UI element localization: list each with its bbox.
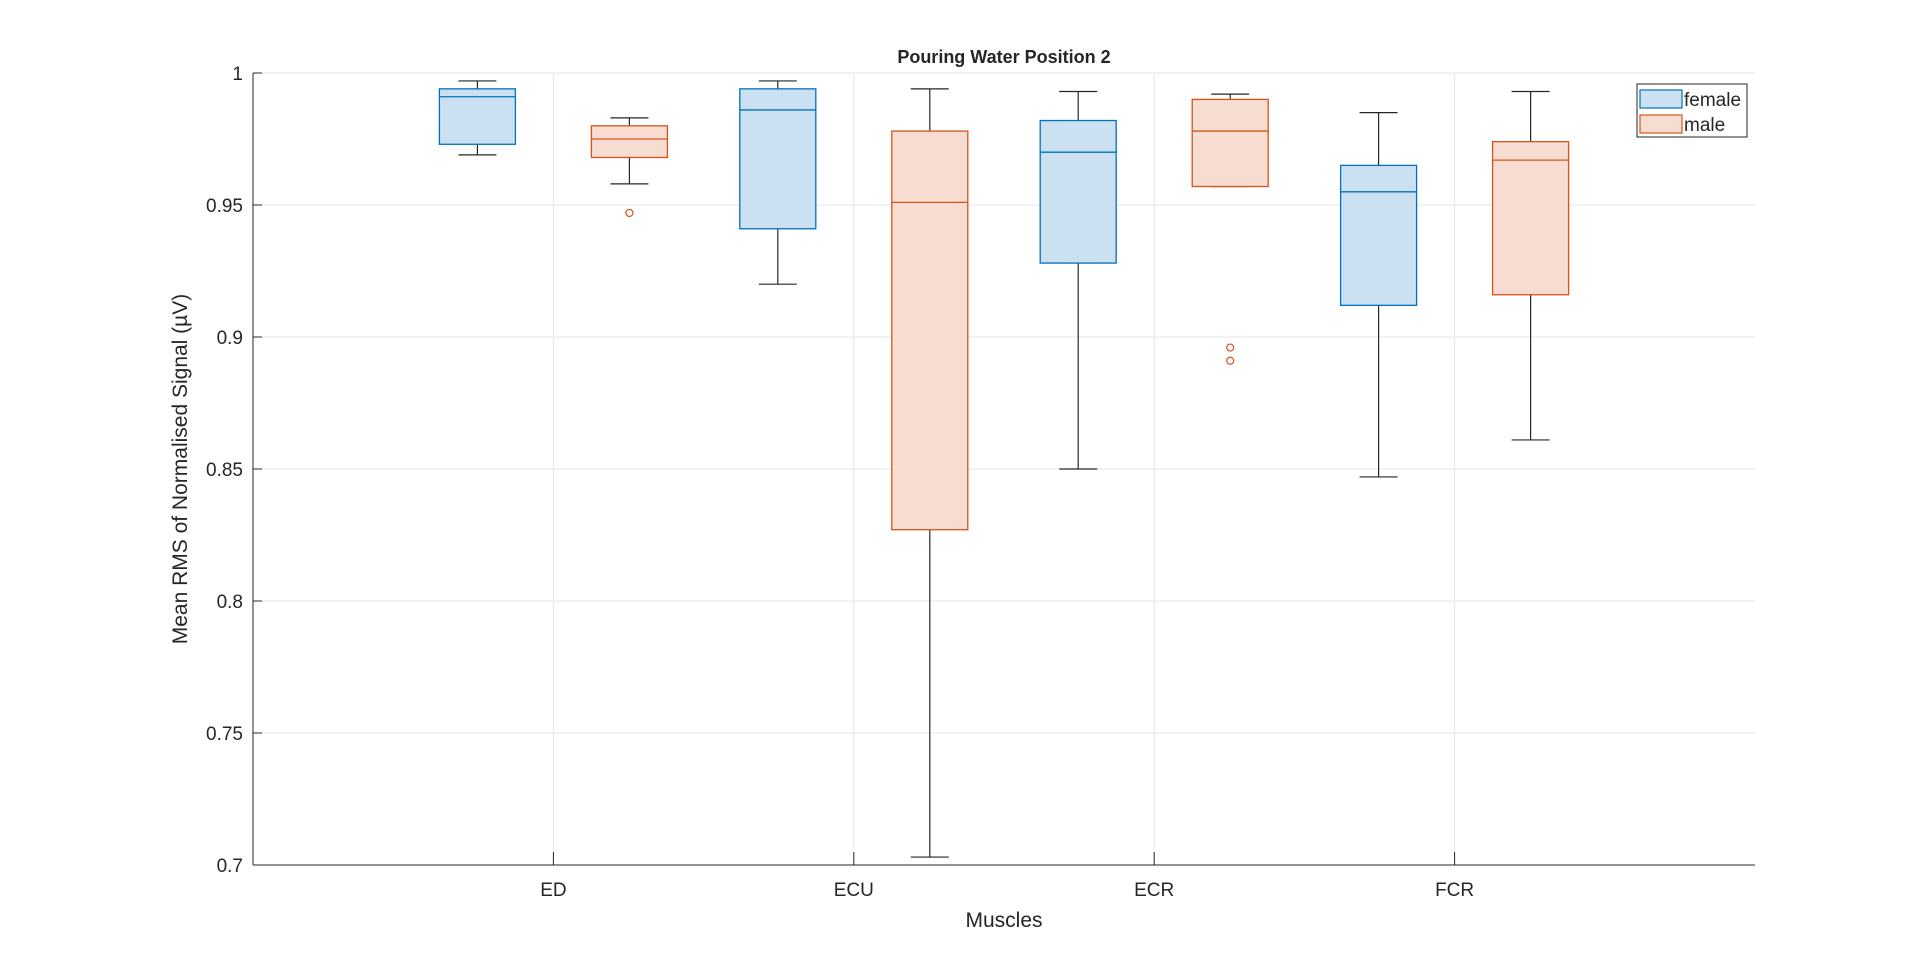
box-male-fcr [1491,90,1570,441]
x-tick-label: ECR [1134,880,1174,901]
box-female-ecr [1039,90,1117,470]
box-female-ecu [739,80,817,285]
y-tick-label: 0.75 [206,724,243,745]
y-tick-label: 0.9 [217,328,243,349]
box-male-ecr [1191,93,1269,365]
outlier-point [1226,356,1235,365]
y-axis-label: Mean RMS of Normalised Signal (µV) [169,294,192,645]
outlier-point [1226,343,1235,352]
axes [252,72,1755,866]
box-iqr [1491,140,1570,296]
box-iqr [590,125,669,159]
y-tick-label: 0.85 [206,460,243,481]
legend-swatch-male [1639,114,1683,134]
box-iqr [1339,164,1418,306]
grid-lines [253,72,1755,866]
box-iqr [438,88,517,145]
legend-swatch-female [1639,89,1683,109]
box-male-ed [590,117,669,218]
box-iqr [891,130,969,531]
x-tick-label: ED [540,880,566,901]
boxes-layer [438,80,1570,858]
x-tick-label: FCR [1435,880,1474,901]
y-tick-label: 0.8 [217,592,243,613]
box-male-ecu [891,88,969,858]
outlier-point [625,208,634,218]
chart-title: Pouring Water Position 2 [897,47,1110,67]
box-iqr [1039,119,1117,264]
x-axis-label: Muscles [965,909,1042,932]
y-tick-label: 0.7 [217,856,243,877]
box-iqr [739,88,817,230]
box-female-fcr [1339,111,1418,478]
legend-label-male: male [1684,115,1725,136]
tick-labels: 0.7 0.75 0.8 0.85 0.9 0.95 1 ED ECU ECR FCR [206,64,1474,901]
y-tick-label: 0.95 [206,196,243,217]
y-tick-label: 1 [232,64,243,85]
legend-label-female: female [1684,90,1741,111]
box-iqr [1191,98,1269,188]
x-tick-label: ECU [834,880,874,901]
legend: female male [1636,83,1748,138]
box-female-ed [438,80,517,156]
